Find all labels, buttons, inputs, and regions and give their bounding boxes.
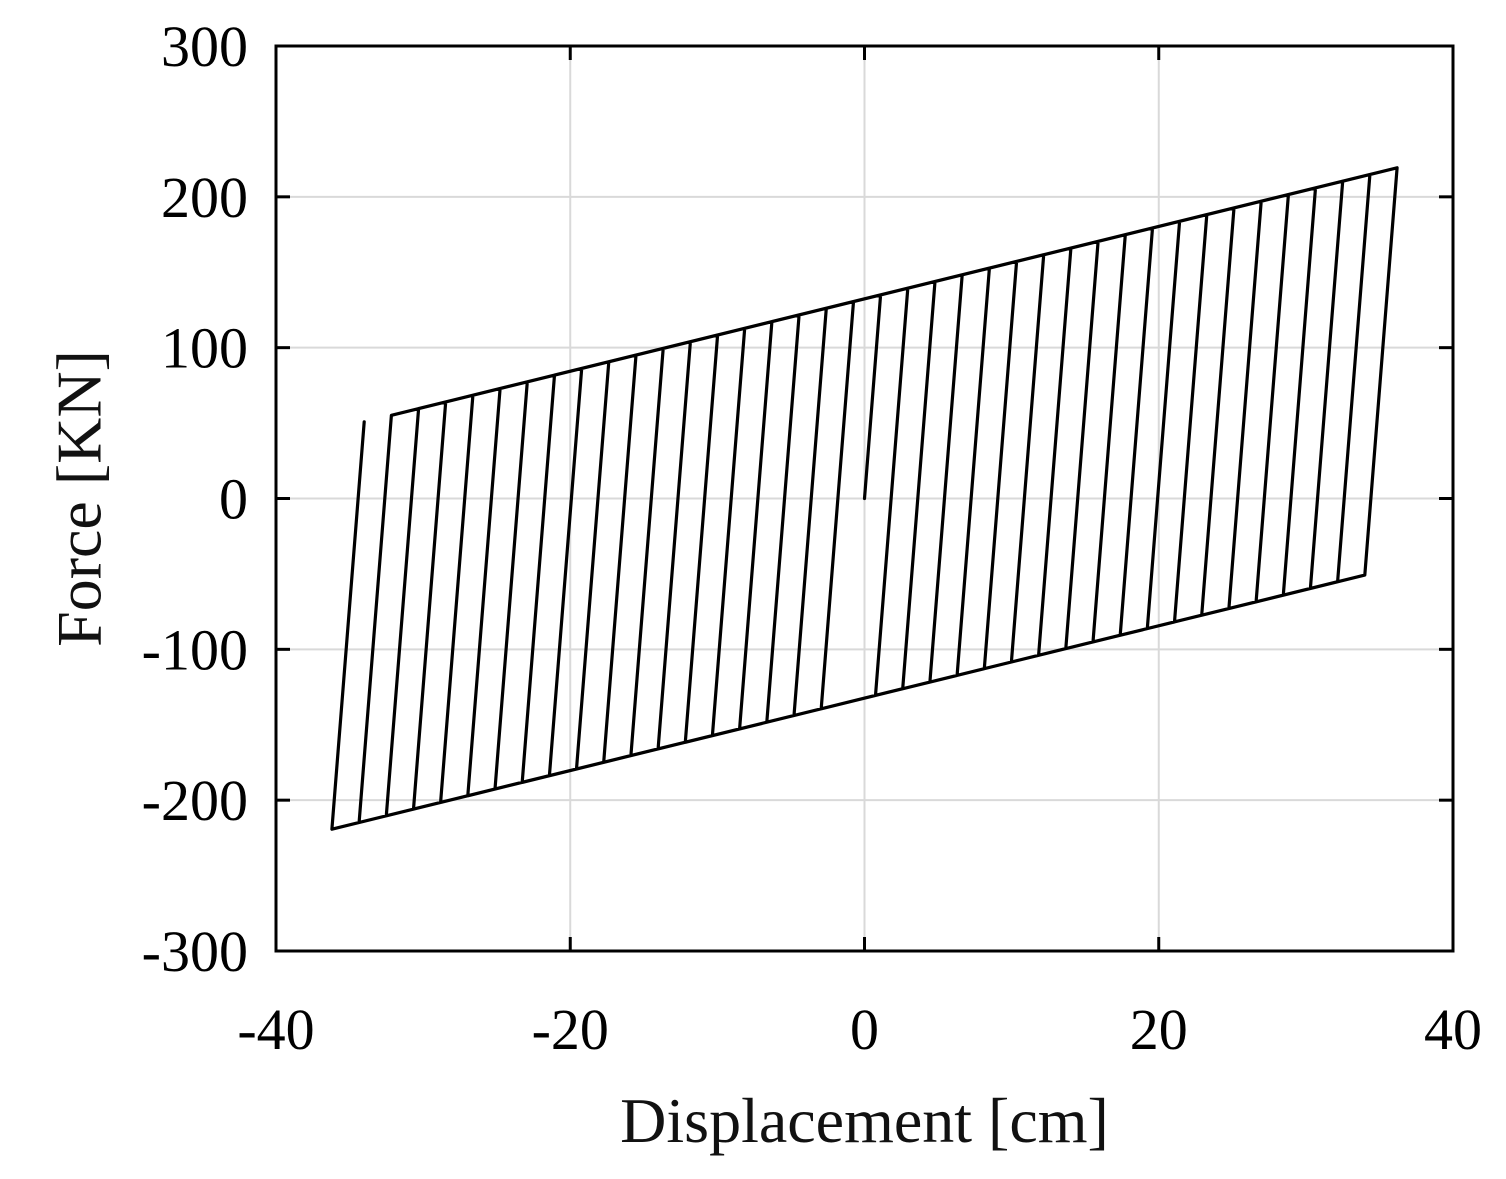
y-tick-label: 100 xyxy=(161,316,248,381)
y-tick-label: 200 xyxy=(161,165,248,230)
y-tick-label: 300 xyxy=(161,14,248,79)
x-tick-label: 0 xyxy=(850,997,879,1062)
x-tick-label: 20 xyxy=(1130,997,1188,1062)
x-axis-title: Displacement [cm] xyxy=(620,1085,1109,1156)
x-tick-label: 40 xyxy=(1424,997,1482,1062)
y-axis-title: Force [KN] xyxy=(43,350,114,647)
y-tick-label: -200 xyxy=(142,768,248,833)
y-tick-label: -100 xyxy=(142,617,248,682)
axis-ticks xyxy=(276,46,1453,951)
y-tick-label: 0 xyxy=(219,467,248,532)
x-tick-label: -40 xyxy=(237,997,314,1062)
hysteresis-loop-series xyxy=(330,166,1399,831)
series-layer xyxy=(330,166,1399,831)
x-tick-label: -20 xyxy=(532,997,609,1062)
y-tick-label: -300 xyxy=(142,919,248,984)
